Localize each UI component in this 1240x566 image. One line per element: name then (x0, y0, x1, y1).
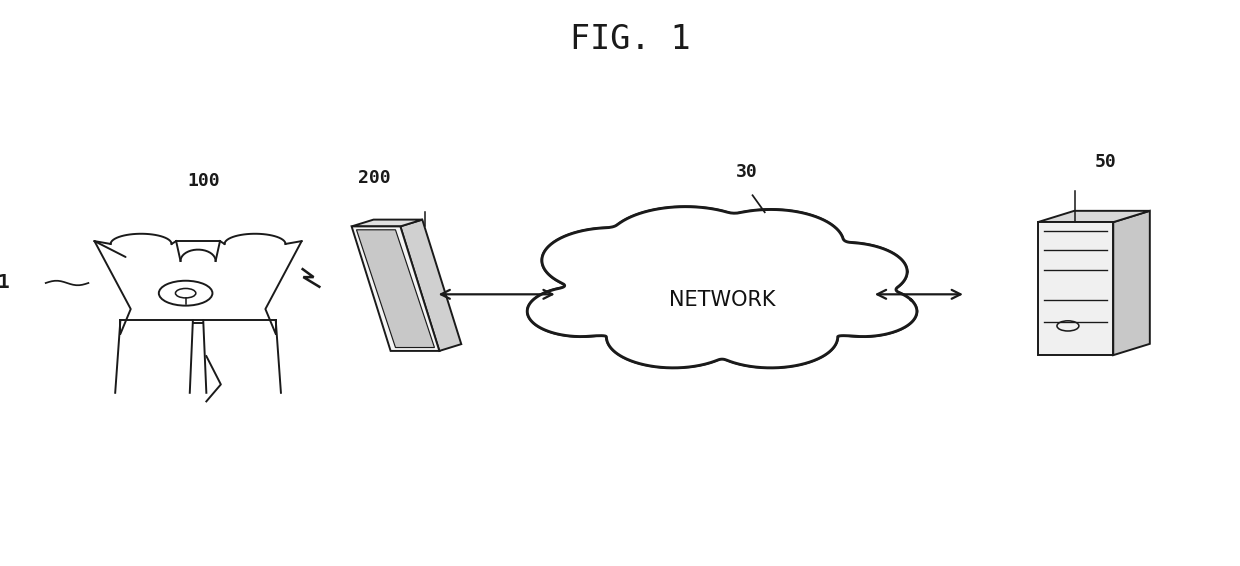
Polygon shape (1114, 211, 1149, 355)
Text: 100: 100 (187, 172, 221, 190)
Polygon shape (1038, 211, 1149, 222)
Text: 1: 1 (0, 273, 9, 293)
Polygon shape (401, 220, 461, 351)
Text: 50: 50 (1095, 153, 1117, 171)
Polygon shape (527, 207, 916, 368)
Text: NETWORK: NETWORK (668, 290, 775, 310)
Polygon shape (1038, 222, 1114, 355)
Polygon shape (352, 226, 439, 351)
Text: 30: 30 (735, 163, 758, 181)
Text: 200: 200 (358, 169, 391, 187)
Polygon shape (352, 220, 423, 226)
Polygon shape (356, 230, 434, 348)
Text: FIG. 1: FIG. 1 (570, 23, 691, 55)
